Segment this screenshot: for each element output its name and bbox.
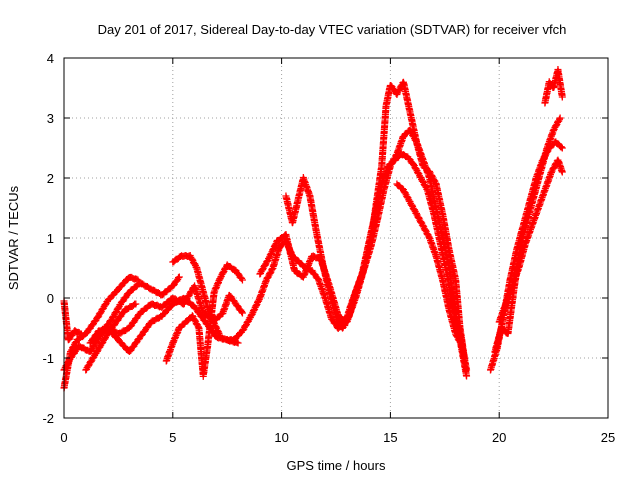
data-point <box>463 372 471 380</box>
y-tick-label: 0 <box>47 291 54 306</box>
data-point <box>173 277 181 285</box>
y-tick-label: 1 <box>47 231 54 246</box>
x-tick-label: 25 <box>601 430 615 445</box>
data-point <box>341 320 349 328</box>
data-point <box>344 315 352 323</box>
y-tick-label: 2 <box>47 171 54 186</box>
data-point <box>77 330 85 338</box>
data-point <box>107 316 115 324</box>
data-point <box>185 291 193 299</box>
data-point <box>68 331 76 339</box>
data-point <box>175 273 183 281</box>
chart-title: Day 201 of 2017, Sidereal Day-to-day VTE… <box>98 22 567 37</box>
x-tick-label: 20 <box>492 430 506 445</box>
data-point <box>111 321 119 329</box>
data-point <box>87 357 95 365</box>
data-point <box>93 347 101 355</box>
data-point <box>141 327 149 335</box>
data-points <box>60 66 566 392</box>
y-axis-label: SDTVAR / TECUs <box>6 185 21 290</box>
y-tick-label: 3 <box>47 111 54 126</box>
y-tick-label: -2 <box>42 411 54 426</box>
data-point <box>87 346 95 354</box>
data-point <box>412 165 420 173</box>
data-point <box>410 161 418 169</box>
data-point <box>97 309 105 317</box>
data-point <box>67 353 75 361</box>
data-point <box>393 90 401 98</box>
data-point <box>70 349 78 357</box>
data-point <box>119 297 127 305</box>
data-point <box>191 316 199 324</box>
data-point <box>115 304 123 312</box>
data-point <box>133 275 141 283</box>
series-satellite-track-12 <box>393 180 471 374</box>
data-point <box>238 276 246 284</box>
data-point <box>558 93 566 101</box>
x-tick-label: 10 <box>274 430 288 445</box>
series-satellite-track-16 <box>541 66 566 107</box>
data-point <box>227 293 235 301</box>
y-tick-label: -1 <box>42 351 54 366</box>
data-point <box>90 353 98 361</box>
x-tick-label: 0 <box>60 430 67 445</box>
data-point <box>411 206 419 214</box>
data-point <box>456 337 464 345</box>
data-point <box>198 313 206 321</box>
data-point <box>114 316 122 324</box>
data-point <box>547 168 555 176</box>
data-point <box>261 261 269 269</box>
data-point <box>552 122 560 130</box>
data-point <box>238 309 246 317</box>
series-satellite-track-15 <box>495 156 566 326</box>
data-point <box>453 332 461 340</box>
data-point <box>422 226 430 234</box>
data-point <box>401 189 409 197</box>
data-point <box>557 143 565 151</box>
series-satellite-track-6 <box>93 294 242 356</box>
data-point <box>127 346 135 354</box>
data-point <box>65 335 73 343</box>
data-point <box>122 293 130 301</box>
data-point <box>132 300 140 308</box>
x-axis-label: GPS time / hours <box>287 458 386 473</box>
x-tick-label: 15 <box>383 430 397 445</box>
data-point <box>413 210 421 218</box>
data-point <box>463 366 471 374</box>
data-point <box>244 317 252 325</box>
data-point <box>266 269 274 277</box>
data-point <box>238 274 246 282</box>
data-point <box>191 260 199 268</box>
x-tick-label: 5 <box>169 430 176 445</box>
data-point <box>426 168 434 176</box>
data-point <box>408 201 416 209</box>
data-point <box>234 270 242 278</box>
data-point <box>94 313 102 321</box>
data-point <box>195 309 203 317</box>
data-point <box>421 182 429 190</box>
data-point <box>83 328 91 336</box>
series-satellite-track-4 <box>82 300 140 374</box>
data-point <box>130 318 138 326</box>
data-point <box>556 114 564 122</box>
data-point <box>419 177 427 185</box>
data-point <box>555 115 563 123</box>
data-point <box>234 339 242 347</box>
data-point <box>101 335 109 343</box>
axis-ticks: 0 5 10 15 20 25 -2 -1 0 1 2 3 4 <box>42 51 615 445</box>
data-point <box>268 266 276 274</box>
data-point <box>188 255 196 263</box>
data-point <box>558 144 566 152</box>
data-point <box>219 269 227 277</box>
data-point <box>242 322 250 330</box>
data-point <box>333 314 341 322</box>
data-point <box>558 168 566 176</box>
y-tick-label: 4 <box>47 51 54 66</box>
data-point <box>238 308 246 316</box>
series-satellite-track-8 <box>169 252 246 323</box>
series-satellite-track-11 <box>282 150 471 380</box>
data-point <box>96 343 104 351</box>
